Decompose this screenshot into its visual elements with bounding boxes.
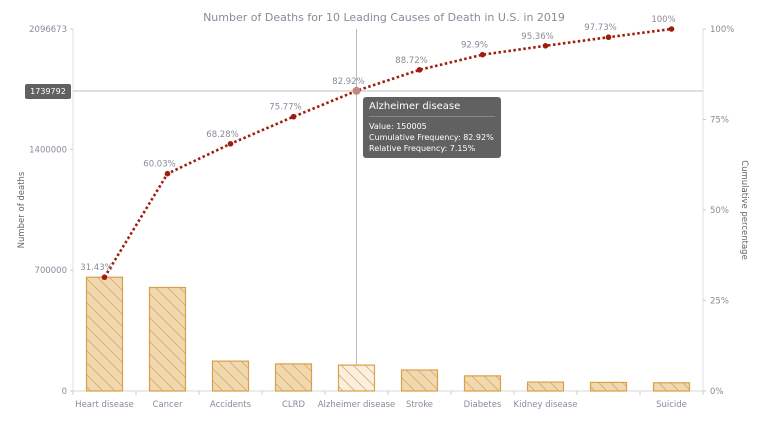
bar-hatch [401,370,438,391]
cumulative-point [352,86,361,95]
bar-hatch [275,363,312,391]
tooltip-cumulative: Cumulative Frequency: 82.92% [369,133,494,142]
y-tick-label: 0 [62,387,67,397]
cumulative-point [416,67,423,73]
y2-axis-title: Cumulative percentage [739,160,749,260]
bar-hatch [527,382,564,391]
bar-hatch [86,277,123,391]
x-tick-label: Diabetes [464,400,502,410]
crosshair-y-label: 1739792 [25,84,71,99]
cumulative-label: 75.77% [269,103,301,113]
cumulative-point [101,274,108,281]
y-axis-title: Number of deaths [17,171,27,248]
cumulative-label: 31.43% [80,263,112,273]
cumulative-label: 100% [651,15,675,25]
cumulative-point [290,113,297,120]
chart-title: Number of Deaths for 10 Leading Causes o… [203,11,565,24]
cumulative-label: 92.9% [461,41,488,51]
y-tick-label: 2096673 [29,25,67,35]
bar-hatch [212,361,249,391]
x-tick-label: Cancer [153,400,183,410]
tooltip-value: Value: 150005 [369,122,427,131]
bar-hatch [149,287,186,391]
cumulative-point [668,26,675,32]
cumulative-label: 68.28% [206,130,238,140]
tooltip-relative: Relative Frequency: 7.15% [369,144,476,153]
y2-tick-label: 25% [710,297,729,307]
bar-hatch [464,375,501,391]
bar-hatch [590,382,627,391]
cumulative-label: 60.03% [143,160,175,170]
cumulative-point [227,141,234,147]
x-tick-label: Heart disease [75,400,134,410]
y2-tick-label: 75% [710,116,729,126]
y-tick-label: 700000 [35,266,67,276]
x-tick-label: Alzheimer disease [318,400,396,410]
cumulative-label: 82.92% [332,77,364,87]
cumulative-point [479,51,486,58]
x-tick-label: Stroke [406,400,433,410]
x-tick-label: Accidents [210,400,252,410]
x-tick-label: CLRD [282,400,306,410]
y2-tick-label: 50% [710,206,729,216]
x-tick-label: Suicide [656,400,687,410]
y-tick-label: 1400000 [29,145,67,155]
y2-tick-label: 0% [710,387,724,397]
x-tick-label: Kidney disease [514,400,578,410]
bar-hatch [338,365,375,391]
cumulative-label: 97.73% [584,23,616,33]
tooltip-title: Alzheimer disease [369,101,495,117]
y2-tick-label: 100% [710,25,734,35]
cumulative-point [605,34,612,41]
tooltip: Alzheimer disease Value: 150005 Cumulati… [363,97,501,158]
cumulative-label: 95.36% [521,32,553,42]
cumulative-point [542,42,549,49]
cumulative-point [164,170,171,177]
cumulative-label: 88.72% [395,56,427,66]
cumulative-line [103,27,672,278]
bar-hatch [653,382,690,391]
